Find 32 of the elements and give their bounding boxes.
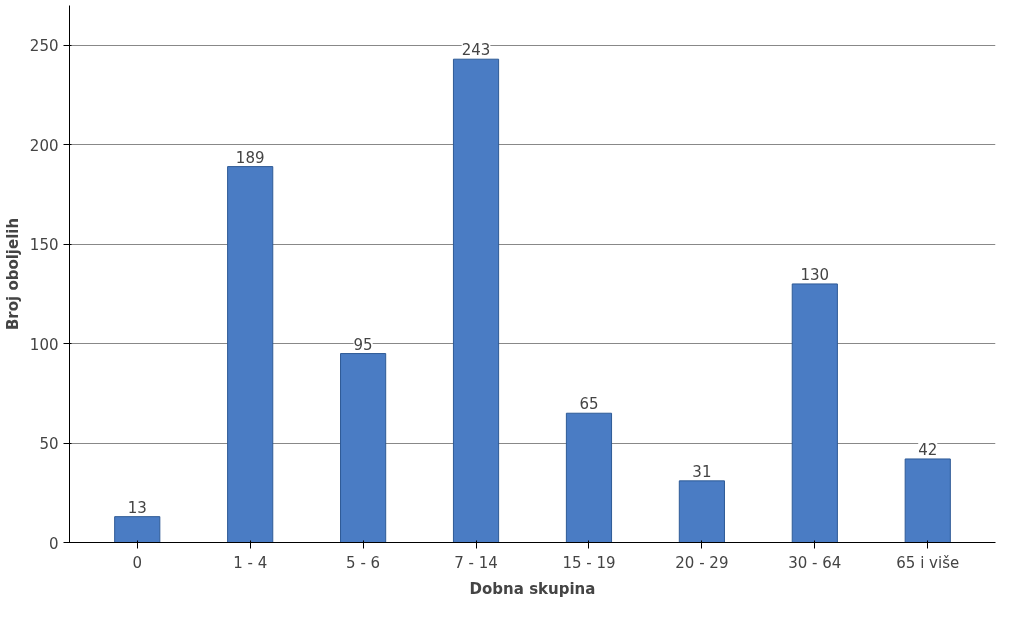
bar [227, 166, 274, 543]
y-tick-label: 100 [29, 335, 59, 354]
y-tick-label: 200 [29, 136, 59, 155]
x-axis-title: Dobna skupina [469, 579, 596, 598]
x-tick-label: 0 [132, 553, 143, 572]
x-tick-label: 7 - 14 [454, 553, 498, 572]
bar [452, 58, 500, 543]
data-label: 189 [235, 148, 265, 167]
x-tick-label: 5 - 6 [346, 553, 381, 572]
data-label: 31 [692, 462, 712, 481]
x-tick-label: 20 - 29 [675, 553, 729, 572]
y-tick-label: 150 [29, 236, 59, 255]
data-label: 65 [579, 395, 599, 414]
y-tick-label: 0 [48, 534, 59, 553]
bar [678, 480, 725, 543]
bar [114, 516, 161, 543]
x-tick-label: 30 - 64 [788, 553, 842, 572]
x-tick-label: 65 i više [896, 553, 960, 572]
y-tick-label: 50 [39, 435, 59, 454]
data-label: 42 [918, 440, 938, 459]
bar [340, 353, 387, 543]
bar [904, 458, 951, 543]
data-label: 243 [461, 41, 491, 60]
data-label: 95 [353, 335, 373, 354]
bar [791, 283, 838, 543]
data-label: 130 [800, 265, 830, 284]
data-label: 13 [127, 498, 147, 517]
y-tick-label: 250 [29, 37, 59, 56]
y-axis-title: Broj oboljelih [3, 217, 22, 331]
x-tick-label: 15 - 19 [562, 553, 616, 572]
bar [565, 412, 613, 543]
x-tick-label: 1 - 4 [233, 553, 268, 572]
